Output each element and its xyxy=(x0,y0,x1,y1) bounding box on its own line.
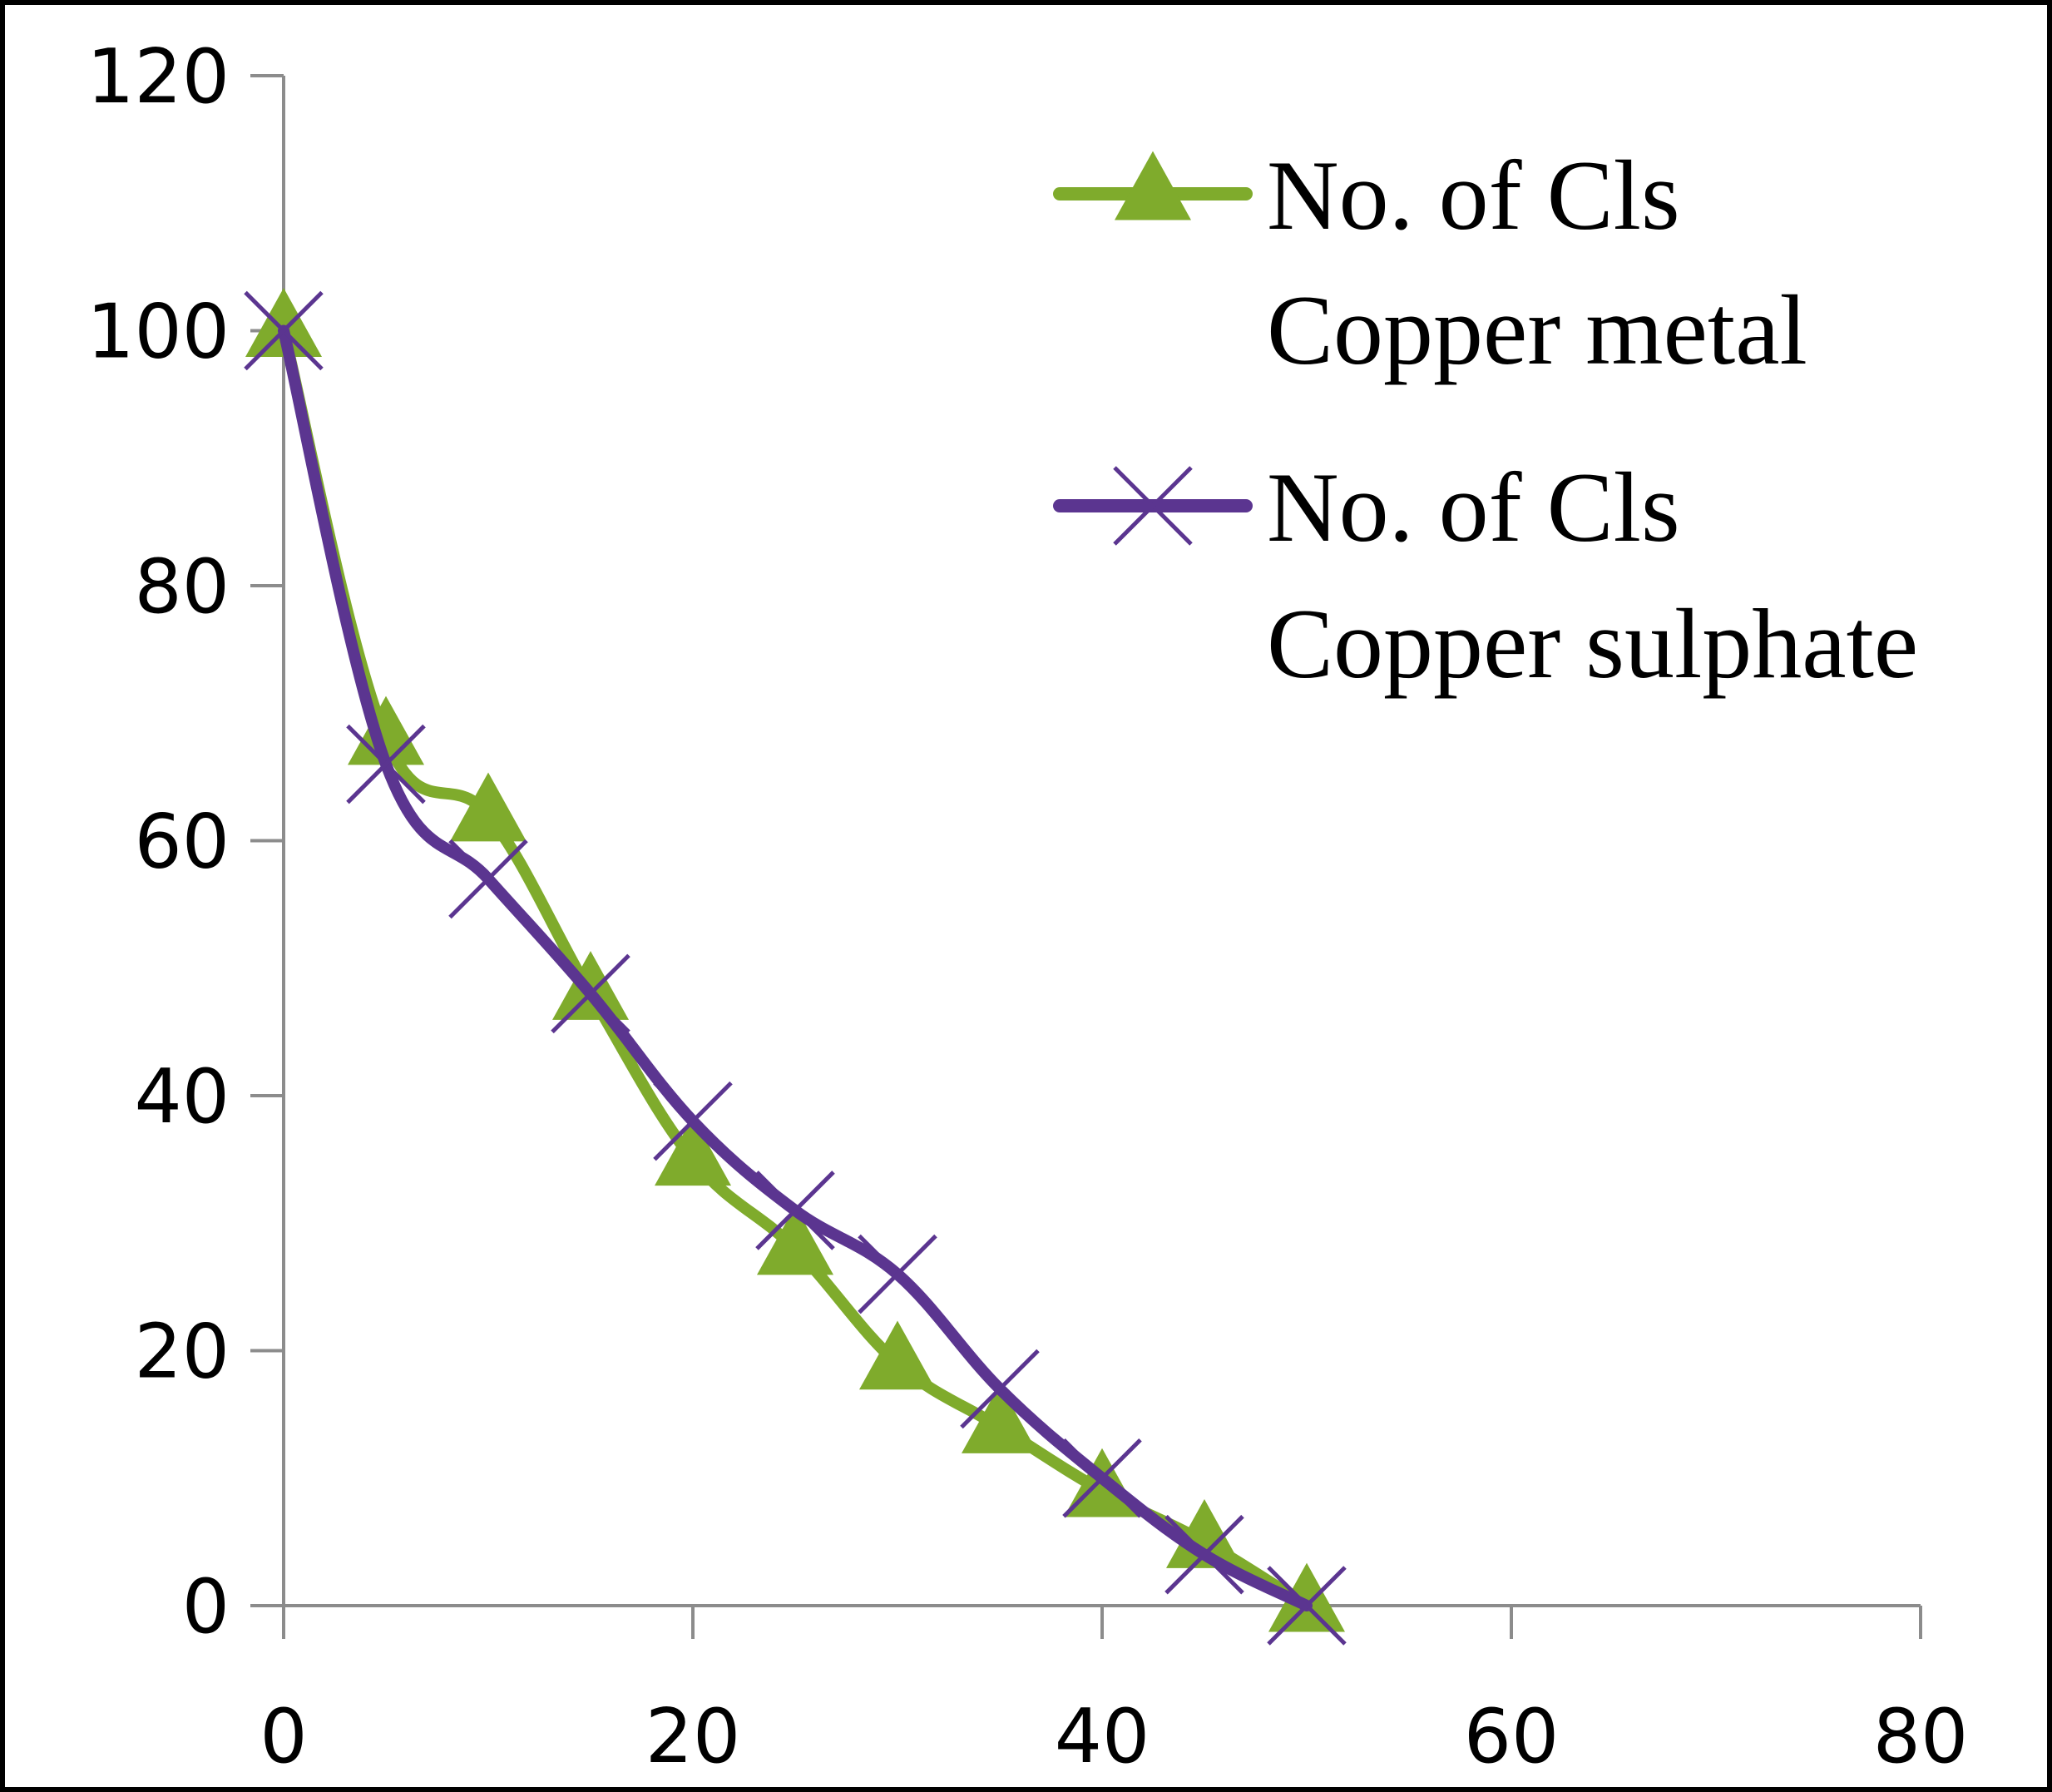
x-tick-label: 60 xyxy=(1464,1693,1560,1780)
legend-label-line-2: Copper metal xyxy=(1267,275,1807,385)
data-point-triangle xyxy=(655,1116,731,1186)
y-tick-label: 100 xyxy=(87,289,230,376)
data-point-x xyxy=(244,290,324,371)
legend-label-line-1: No. of Cls xyxy=(1267,452,1680,562)
x-marker-stroke xyxy=(244,290,324,371)
legend: No. of Cls Copper metal No. of Cls Copper s… xyxy=(1053,140,1918,699)
x-tick-label: 20 xyxy=(645,1693,741,1780)
data-point-triangle xyxy=(1268,1562,1345,1632)
x-marker-stroke xyxy=(551,953,630,1034)
data-point-triangle xyxy=(1166,1499,1243,1568)
legend-entry-1: No. of Cls Copper sulphate xyxy=(1053,452,1918,699)
legend-entry-0: No. of Cls Copper metal xyxy=(1053,140,1807,385)
data-point-x xyxy=(1062,1438,1142,1518)
data-point-triangle xyxy=(245,288,322,357)
data-point-x xyxy=(1164,1514,1244,1595)
series-0 xyxy=(245,288,1345,1632)
x-marker-stroke xyxy=(1164,1514,1244,1595)
data-point-x xyxy=(346,724,426,804)
data-point-triangle xyxy=(757,1205,833,1275)
data-point-triangle xyxy=(962,1384,1038,1453)
x-tick-label: 0 xyxy=(260,1693,307,1780)
x-marker-stroke xyxy=(1062,1438,1142,1518)
data-point-triangle xyxy=(859,1320,936,1390)
y-tick-label: 80 xyxy=(134,543,230,631)
series-line xyxy=(278,324,1313,1611)
x-marker-stroke xyxy=(755,1171,835,1250)
data-point-x xyxy=(448,839,528,919)
data-point-x xyxy=(551,953,630,1034)
y-tick-label: 0 xyxy=(182,1563,230,1651)
data-point-x xyxy=(755,1171,835,1250)
data-point-triangle xyxy=(450,772,527,842)
x-tick-label: 40 xyxy=(1055,1693,1150,1780)
data-point-x xyxy=(653,1081,733,1161)
x-marker-stroke xyxy=(346,724,426,804)
x-marker-stroke xyxy=(1113,466,1193,546)
data-point-x xyxy=(960,1349,1040,1429)
legend-label-line-2: Copper sulphate xyxy=(1267,588,1918,699)
legend-label-line-1: No. of Cls xyxy=(1267,140,1680,250)
legend-triangle-marker xyxy=(1115,151,1191,220)
data-point-x xyxy=(1267,1566,1347,1646)
series-1 xyxy=(244,290,1347,1646)
x-tick-label: 80 xyxy=(1873,1693,1969,1780)
y-tick-label: 60 xyxy=(134,799,230,886)
axes: 0 20 40 60 80 100 120 0 20 40 60 80 xyxy=(87,33,1968,1780)
x-marker-stroke xyxy=(448,839,528,919)
x-marker-stroke xyxy=(858,1234,937,1314)
x-marker-stroke xyxy=(960,1349,1040,1429)
legend-x-marker xyxy=(1113,466,1193,546)
x-marker-stroke xyxy=(653,1081,733,1161)
line-chart: 0 20 40 60 80 100 120 0 20 40 60 80 No. of Cls Coppe… xyxy=(87,33,1968,1780)
data-point-x xyxy=(858,1234,937,1314)
x-marker-stroke xyxy=(1267,1566,1347,1646)
series-layer xyxy=(244,288,1347,1646)
y-tick-label: 20 xyxy=(134,1309,230,1396)
series-line xyxy=(278,324,1313,1611)
y-tick-label: 120 xyxy=(87,33,230,121)
y-tick-label: 40 xyxy=(134,1053,230,1141)
chart-frame: 0 20 40 60 80 100 120 0 20 40 60 80 No. of Cls Coppe… xyxy=(5,5,2047,1787)
